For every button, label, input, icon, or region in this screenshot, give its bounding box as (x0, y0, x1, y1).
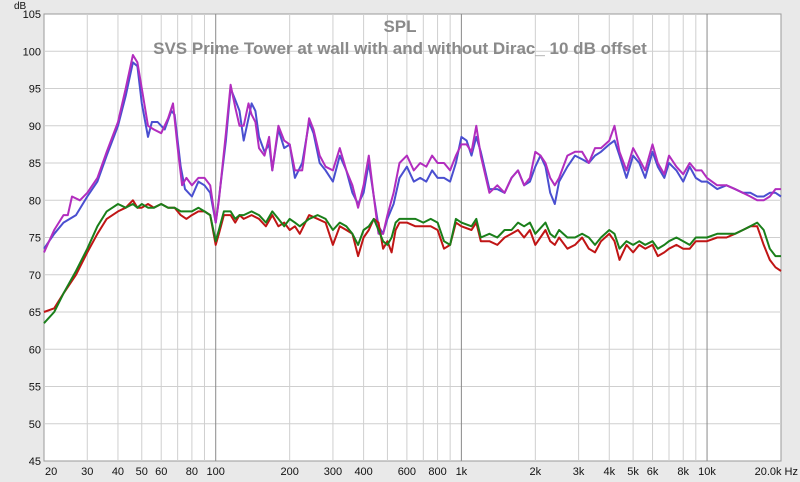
series-line-2 (43, 54, 781, 253)
x-tick-label: 100 (207, 466, 225, 478)
x-tick-label: 2k (530, 466, 542, 478)
y-axis-label: dB (14, 1, 27, 12)
x-tick-label: 400 (354, 466, 372, 478)
x-tick-label: 40 (112, 466, 124, 478)
x-tick-label: 80 (186, 466, 198, 478)
x-tick-label: 6k (647, 466, 659, 478)
x-tick-label: 20.0k Hz (755, 466, 798, 478)
y-tick-label: 80 (29, 195, 41, 207)
x-tick-label: 8k (677, 466, 689, 478)
y-tick-label: 85 (29, 158, 41, 170)
y-tick-label: 70 (29, 270, 41, 282)
x-tick-label: 4k (603, 466, 615, 478)
series-line-4 (43, 203, 781, 324)
x-tick-label: 30 (81, 466, 93, 478)
x-tick-labels: 20 30 40 50 60 80 100 200 300 400 600 800 1k 2k 3k 4k 5k… (45, 466, 798, 478)
x-tick-label: 60 (155, 466, 167, 478)
y-tick-label: 90 (29, 121, 41, 133)
y-tick-label: 75 (29, 233, 41, 245)
y-tick-label: 65 (29, 307, 41, 319)
x-tick-label: 600 (398, 466, 416, 478)
y-tick-label: 45 (29, 456, 41, 468)
y-tick-label: 60 (29, 344, 41, 356)
series-group (43, 54, 782, 324)
x-tick-label: 200 (280, 466, 298, 478)
y-tick-label: 95 (29, 84, 41, 96)
x-tick-label: 20 (45, 466, 57, 478)
y-tick-label: 100 (23, 46, 41, 58)
x-tick-label: 10k (698, 466, 716, 478)
x-tick-label: 5k (627, 466, 639, 478)
x-tick-label: 300 (324, 466, 342, 478)
y-tick-label: 105 (23, 9, 41, 21)
y-tick-label: 50 (29, 419, 41, 431)
x-tick-label: 800 (428, 466, 446, 478)
series-line-1 (43, 61, 782, 250)
chart-subtitle: SVS Prime Tower at wall with and without… (153, 39, 647, 58)
series-line-3 (43, 199, 782, 313)
x-tick-label: 3k (573, 466, 585, 478)
y-tick-labels: 45 50 55 60 65 70 75 80 85 90 95 100 105 (23, 9, 41, 468)
x-tick-label: 1k (456, 466, 468, 478)
chart-title: SPL (383, 17, 416, 36)
x-tick-label: 50 (136, 466, 148, 478)
y-tick-label: 55 (29, 382, 41, 394)
